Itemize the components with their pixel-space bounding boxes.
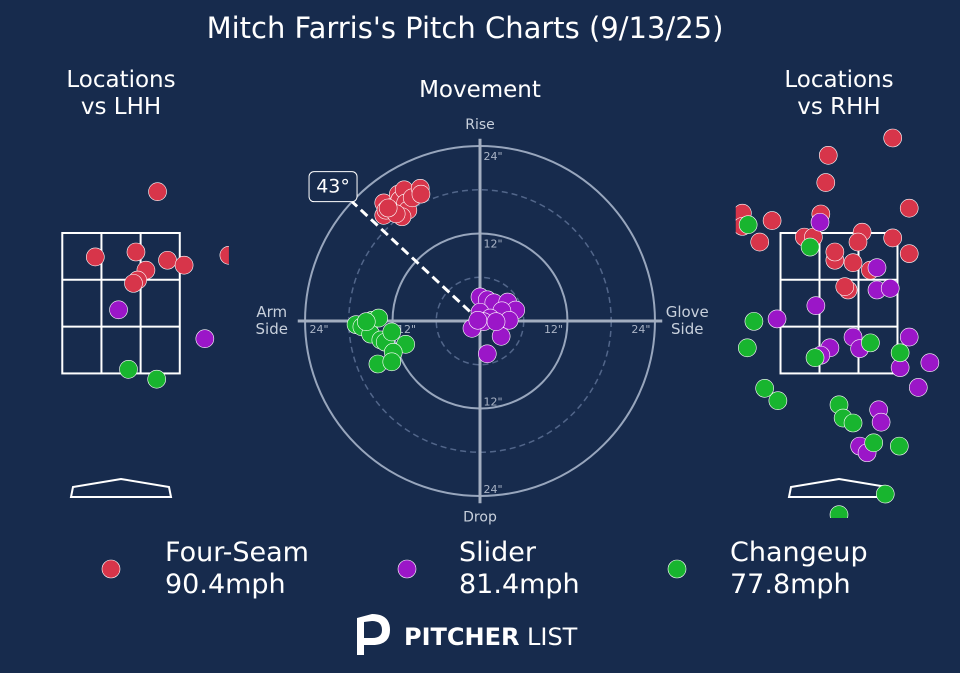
legend-marker [101,559,121,579]
panel-title: Locations vs LHH [66,67,175,120]
pitch-point [219,246,229,265]
pitch-point [744,312,764,331]
pitch-point [800,237,820,257]
home-plate [787,477,891,498]
axis-label: Glove Side [666,303,709,338]
pitch-point [147,369,167,389]
axis-label: Arm Side [256,303,288,338]
pitch-point [816,173,836,192]
ring-label: 24" [631,323,650,336]
ring-label: 24" [483,150,502,163]
pitch-point [768,391,788,410]
pitch-point [890,343,910,363]
legend-speed: 81.4mph [459,569,580,600]
pitch-point [468,310,488,330]
pitch-point [109,300,128,320]
pitch-point [867,258,887,277]
legend-name: Slider [459,537,537,568]
panel [735,128,940,518]
pitch-point [486,312,506,332]
pitch-point [848,232,868,252]
pitch-point [762,211,782,230]
logo: PITCHER LIST [357,614,578,655]
pitch-point [738,215,758,235]
pitch-point [382,352,402,372]
legend-name: Changeup [730,537,868,568]
pitch-point [829,505,849,518]
logo-suffix: LIST [527,623,578,651]
panel: 12" 12" 12" 12" 24" 24" 24" 24" Rise Drop Arm Side G… [256,117,709,526]
pitch-point [738,338,757,358]
ring-label: 12" [544,323,563,336]
pitch-point [883,228,902,248]
chart-title: Mitch Farris's Pitch Charts (9/13/25) [207,11,724,45]
pitch-point [908,378,928,397]
legend-speed: 90.4mph [165,569,286,600]
pitch-point [825,242,845,262]
pitch-point [755,379,774,398]
pitch-point [477,344,497,364]
panel-title: Movement [419,77,541,103]
pitch-point [810,212,830,232]
pitch-point [356,312,376,332]
pitch-point [378,198,398,218]
pitch-point [880,279,900,298]
pitch-point [899,327,919,347]
ring-label: 12" [483,238,502,251]
pitch-point [875,484,895,504]
pitch-point [805,348,825,368]
pitch-point [920,353,940,372]
pitch-point [174,255,194,275]
panel [61,182,229,389]
strike-zone [779,231,899,375]
logo-icon-cutout [364,621,382,638]
logo-brand: PITCHER [404,623,519,651]
pitch-point [861,333,880,353]
pitch-point [86,247,105,267]
pitch-point [843,413,863,433]
plot-area [735,128,940,518]
pitch-point [158,250,177,270]
pitch-point [195,329,215,349]
pitch-point [864,433,883,453]
ring-label: 12" [483,395,502,408]
pitch-point [750,232,770,252]
plot-area [61,182,229,389]
arm-angle-label: 43° [316,176,350,198]
ring-label: 12" [397,323,416,336]
pitch-point [818,146,838,165]
pitch-point [119,360,138,379]
axis-label: Rise [465,117,495,133]
pitch-point [382,322,402,342]
pitch-point [899,244,919,263]
pitch-point [843,253,863,273]
pitch-point [871,412,891,432]
pitch-point [411,184,431,204]
pitch-point [148,182,167,201]
pitch-point [890,436,909,456]
pitch-point [835,277,855,296]
arm-angle-line [351,200,482,323]
pitch-point [806,296,826,315]
ring-label: 24" [483,483,502,496]
pitch-point [767,309,787,329]
arm-angle-box [308,171,358,203]
pitch-point [899,198,919,218]
panel-title: Locations vs RHH [784,67,893,120]
legend-speed: 77.8mph [730,569,851,600]
ring-label: 24" [310,323,329,336]
axis-label: Drop [463,509,497,525]
pitch-point [124,274,143,293]
legend-marker [667,559,687,579]
legend-marker [397,559,417,579]
pitch-point [883,128,902,148]
pitch-point [126,242,146,262]
legend-name: Four-Seam [165,537,309,568]
home-plate [69,477,173,498]
